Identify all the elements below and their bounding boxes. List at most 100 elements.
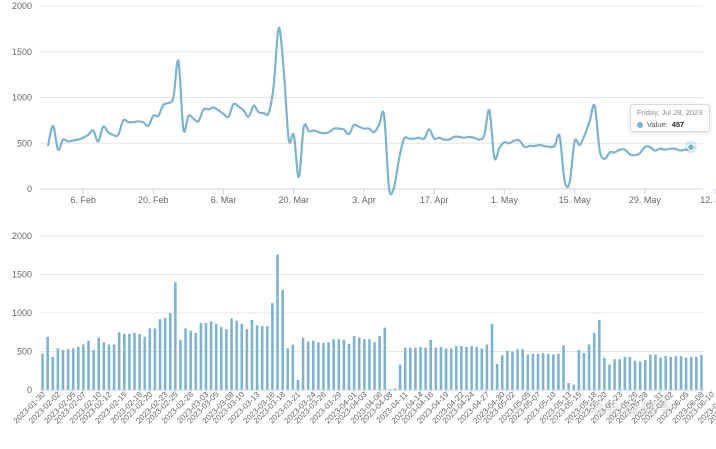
bar [281,289,284,390]
bar [480,348,484,390]
bar [291,344,295,390]
bar [506,350,509,390]
bar [189,330,192,390]
bar [485,344,489,390]
bottom-y-tick-label: 500 [17,347,32,357]
bar [352,336,356,390]
bar [587,344,591,390]
bar [541,353,545,390]
bar [337,339,341,390]
bar [577,349,581,390]
bar [460,346,463,390]
bar [516,349,519,390]
tooltip-value: 457 [671,120,685,129]
bar [608,364,611,390]
bar [240,323,244,390]
bar [649,354,652,390]
bar [158,319,162,390]
bar [700,354,703,390]
bar [286,348,289,390]
bar [235,320,238,390]
bar [148,328,152,390]
bar [255,325,259,390]
bar [465,346,468,390]
bar [153,328,157,390]
bar [82,344,85,390]
bar [613,359,616,390]
bar [659,357,662,390]
bar [378,336,381,390]
bar [71,348,75,390]
top-x-tick-label: 6. Feb [70,195,96,205]
bar [398,364,402,390]
tooltip-date: Friday, Jul 28, 2023 [637,108,703,117]
top-y-tick-label: 500 [17,138,32,148]
top-y-tick-label: 1500 [12,47,32,57]
tooltip-label: Value: [647,120,668,129]
bar [567,383,570,390]
top-x-tick-label: 17. Apr [420,195,449,205]
bar [526,354,530,390]
bar [163,317,167,390]
bar [123,333,126,390]
bar [490,323,494,390]
bar [225,329,228,390]
bar [654,354,657,390]
bar [403,347,407,390]
bottom-y-tick-label: 1000 [12,308,32,318]
bar [245,329,249,390]
top-x-tick-label: 29. May [629,195,662,205]
bar [77,346,80,390]
bar [347,343,351,390]
bar [536,353,540,390]
bar [276,254,279,390]
bar [695,356,698,390]
bar [327,342,330,390]
bar [444,348,448,390]
series-line [46,26,696,196]
bar [643,359,647,390]
bar [414,347,417,390]
bar [317,342,320,390]
bar [572,384,576,390]
bar [214,323,218,390]
bar [138,333,141,390]
bar [220,326,223,390]
bar [46,336,49,390]
bar [97,337,101,390]
bar [128,333,131,390]
bar [107,344,111,390]
bar [434,347,438,390]
bar [684,357,688,390]
bar [133,333,136,390]
line-chart: 0 500 1000 1500 2000 6. Feb 20. Feb 6. Mar 20. M… [12,1,716,205]
bar [266,326,269,390]
bar [531,353,535,390]
bar [51,356,55,390]
bar [409,347,412,390]
bar [674,356,678,390]
bar [117,332,121,390]
top-x-tick-label: 6. Mar [211,195,237,205]
bar [689,356,693,390]
bar [230,318,233,390]
bar [204,323,208,390]
bar [669,356,673,390]
bar [306,341,310,390]
bar [61,349,65,390]
top-x-tick-label: 20. Mar [279,195,310,205]
bar [449,348,453,390]
bottom-y-tick-label: 2000 [12,231,32,241]
bar [199,323,203,390]
bar [439,346,443,390]
bar [102,342,106,390]
bar [311,340,315,390]
bar [521,349,524,390]
bar [562,345,565,390]
bar [393,388,397,390]
bar [194,333,198,390]
watermark: 知乎 @阿牛 [588,400,674,417]
bar [623,356,627,390]
bar [383,327,387,390]
